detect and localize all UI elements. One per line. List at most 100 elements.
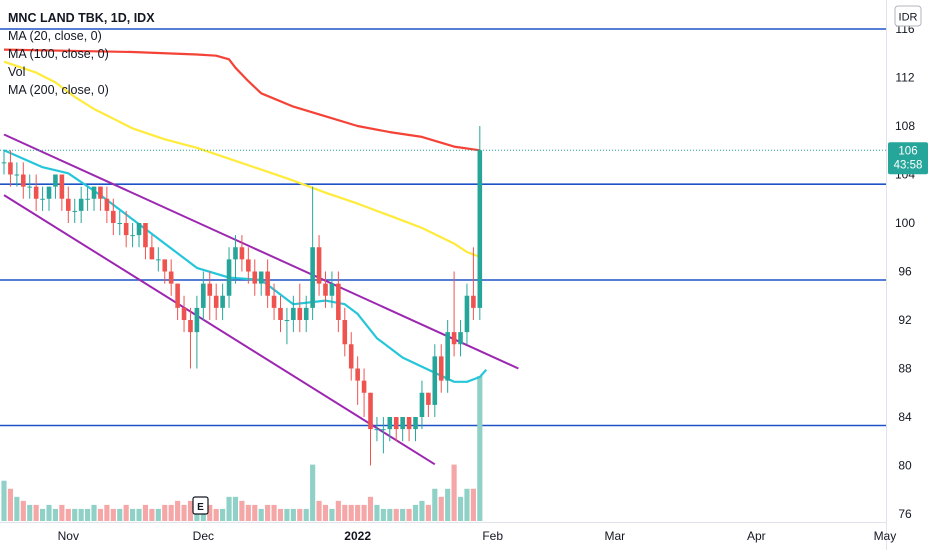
legend-vol[interactable]: Vol: [8, 65, 26, 79]
volume-bar: [175, 500, 181, 521]
candle-body: [149, 247, 155, 260]
volume-bar: [123, 504, 129, 521]
volume-bar: [155, 508, 161, 521]
volume-bar: [117, 508, 123, 521]
volume-bar: [342, 504, 348, 521]
time-tick-label: 2022: [344, 529, 371, 543]
candle-body: [123, 223, 129, 236]
price-tick-label: 108: [895, 119, 915, 133]
currency-label: IDR: [899, 12, 918, 24]
currency-badge-box[interactable]: [894, 5, 922, 27]
volume-bar: [387, 508, 393, 521]
price-tick-label: 96: [898, 265, 912, 279]
candle-body: [220, 295, 225, 308]
event-marker-box[interactable]: [192, 496, 209, 515]
candle-body: [59, 174, 65, 199]
candles: [1, 126, 483, 466]
time-tick-label: May: [874, 529, 897, 543]
volume-bar: [226, 496, 232, 521]
candle-body: [271, 295, 277, 308]
plot-area[interactable]: [0, 28, 886, 521]
volume-bar: [477, 376, 483, 521]
volume-bar: [187, 500, 194, 521]
last-price-tag-box: [888, 142, 928, 175]
candle-body: [381, 429, 386, 431]
price-tick-label: 84: [898, 410, 912, 424]
volume-bar: [142, 504, 149, 521]
volume-bar: [290, 508, 296, 521]
candle-body: [419, 392, 425, 417]
volume-bar: [59, 504, 65, 521]
volume-bar: [78, 508, 84, 521]
volume-bar: [303, 508, 309, 521]
time-axis[interactable]: Nov Dec 2022 Feb Mar Apr May: [58, 529, 897, 543]
volume-bar: [393, 508, 399, 521]
volume-bar: [374, 504, 380, 521]
volume-bar: [1, 480, 7, 521]
candle-body: [368, 392, 373, 430]
volume-bar: [168, 504, 174, 521]
candle-body: [162, 259, 168, 272]
time-tick-label: Apr: [747, 529, 766, 543]
legend-ma200[interactable]: MA (200, close, 0): [8, 83, 109, 97]
volume-bar: [252, 504, 258, 521]
volume-bar: [33, 504, 39, 521]
event-marker-label: E: [197, 502, 204, 513]
candle-body: [297, 307, 303, 320]
candle-body: [438, 356, 444, 381]
legend-ma100[interactable]: MA (100, close, 0): [8, 47, 109, 61]
candle-body: [310, 247, 315, 308]
volume-bar: [162, 504, 168, 521]
candle-body: [78, 198, 84, 211]
volume-bar: [85, 508, 91, 521]
volume-bar: [46, 504, 52, 521]
volume-bar: [329, 508, 335, 521]
candle-body: [111, 210, 116, 223]
candle-body: [451, 332, 457, 345]
candle-body: [91, 186, 97, 199]
candle-body: [14, 174, 20, 176]
event-marker[interactable]: E: [192, 496, 209, 515]
candle-body: [387, 417, 393, 430]
candle-body: [336, 283, 341, 320]
candle-body: [46, 186, 52, 199]
candle-body: [117, 223, 123, 224]
candle-body: [323, 283, 328, 296]
volume-bar: [297, 508, 303, 521]
candle-body: [355, 368, 360, 381]
legend-ma20[interactable]: MA (20, close, 0): [8, 29, 102, 43]
candle-body: [258, 271, 264, 284]
candle-body: [342, 320, 348, 345]
volume-bar: [72, 508, 78, 521]
volume-bar: [412, 504, 419, 521]
volume-bar: [213, 508, 219, 521]
ma100-line: [3, 60, 481, 258]
candle-body: [426, 392, 431, 405]
ma200-line: [3, 48, 480, 152]
candle-body: [477, 150, 483, 308]
price-tick-label: 92: [898, 313, 912, 327]
volume-bar: [220, 508, 226, 521]
candle-body: [239, 247, 245, 260]
symbol-title[interactable]: MNC LAND TBK, 1D, IDX: [8, 11, 155, 25]
price-tick-label: 112: [895, 71, 914, 85]
volume-bar: [40, 508, 46, 521]
candle-body: [8, 162, 13, 175]
volume-bar: [470, 488, 476, 521]
candle-body: [194, 307, 200, 333]
candle-body: [85, 198, 90, 200]
candle-body: [445, 332, 450, 381]
volume-bar: [284, 508, 290, 521]
currency-badge[interactable]: IDR: [894, 5, 922, 27]
time-tick-label: Nov: [58, 529, 79, 543]
candle-body: [213, 295, 219, 308]
volume-bar: [425, 504, 431, 521]
volume-bar: [445, 488, 451, 521]
candle-body: [303, 307, 309, 320]
price-tick-label: 76: [898, 507, 912, 521]
volume-bar: [207, 504, 213, 521]
volume-bar: [149, 508, 155, 521]
candle-body: [316, 247, 322, 284]
